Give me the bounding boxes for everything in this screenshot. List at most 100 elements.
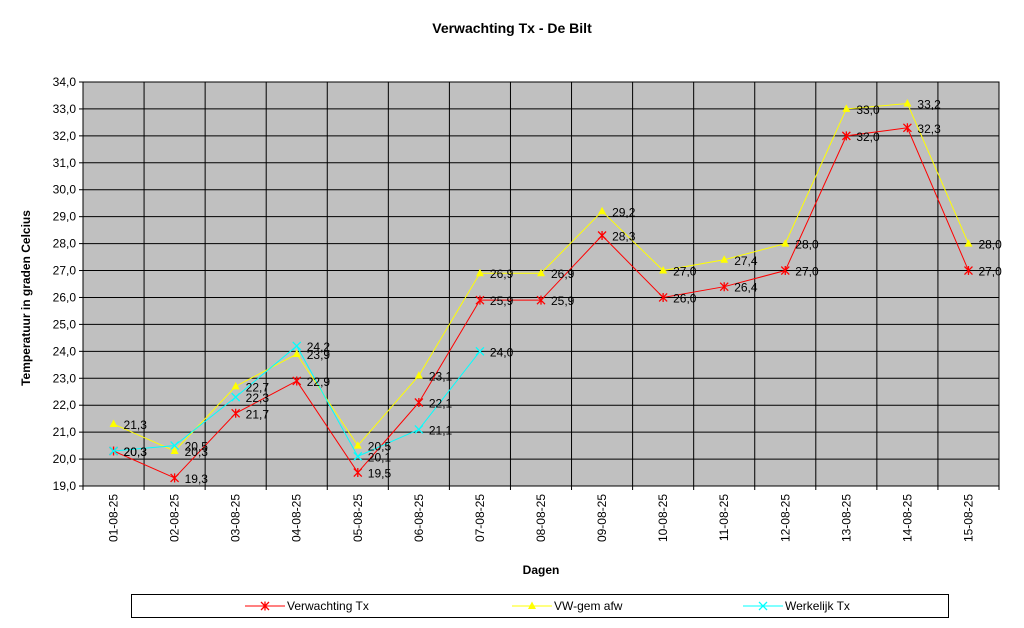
- y-tick-label: 27,0: [53, 264, 77, 278]
- x-tick-label: 11-08-25: [717, 494, 731, 541]
- data-label: 19,3: [185, 472, 209, 486]
- data-label: 29,2: [612, 205, 636, 219]
- data-point: [170, 446, 179, 454]
- x-tick-label: 05-08-25: [351, 494, 365, 542]
- x-tick-label: 07-08-25: [473, 494, 487, 542]
- legend-entry: Werkelijk Tx: [743, 595, 850, 617]
- legend-label: Verwachting Tx: [287, 599, 369, 613]
- data-label: 27,0: [795, 265, 819, 279]
- data-point: [720, 255, 729, 263]
- data-point: [292, 341, 302, 351]
- legend-swatch: [512, 601, 552, 609]
- data-label: 22,1: [429, 397, 453, 411]
- legend-swatch-marker: [758, 601, 768, 611]
- data-point: [109, 446, 118, 456]
- data-label: 20,5: [368, 440, 392, 454]
- data-point: [659, 266, 668, 274]
- legend-entry: Verwachting Tx: [245, 595, 369, 617]
- data-point: [353, 451, 363, 461]
- data-label: 32,0: [856, 130, 880, 144]
- data-point: [353, 441, 362, 449]
- legend-entry: VW-gem afw: [512, 595, 622, 617]
- data-label: 33,2: [917, 98, 941, 112]
- data-label: 24,0: [490, 345, 514, 359]
- data-point: [781, 239, 790, 247]
- data-point: [719, 282, 729, 292]
- data-point: [231, 408, 241, 418]
- x-tick-label: 04-08-25: [290, 494, 304, 542]
- data-label: 22,9: [307, 375, 331, 389]
- data-point: [964, 266, 973, 276]
- data-label: 24,2: [307, 340, 331, 354]
- x-tick-label: 06-08-25: [412, 494, 426, 542]
- data-label: 20,1: [368, 450, 392, 464]
- data-label: 25,9: [490, 294, 514, 308]
- data-label: 26,0: [673, 291, 697, 305]
- chart-title: Verwachting Tx - De Bilt: [432, 20, 592, 36]
- y-tick-label: 23,0: [53, 371, 77, 385]
- data-label: 27,0: [673, 265, 697, 279]
- y-tick-label: 28,0: [53, 237, 77, 251]
- data-point: [414, 424, 424, 434]
- y-tick-label: 33,0: [53, 102, 77, 116]
- data-point: [842, 104, 851, 112]
- y-tick-label: 29,0: [53, 210, 77, 224]
- data-label: 32,3: [917, 122, 941, 136]
- data-label: 27,4: [734, 254, 758, 268]
- data-point: [902, 123, 912, 133]
- legend-swatch: [245, 601, 285, 611]
- data-point: [598, 206, 607, 215]
- data-label: 27,0: [978, 265, 1002, 279]
- data-point: [475, 295, 485, 305]
- data-label: 28,0: [978, 238, 1002, 252]
- legend-swatch: [743, 601, 783, 611]
- data-point: [353, 468, 363, 478]
- data-point: [536, 295, 546, 305]
- y-tick-label: 31,0: [53, 156, 77, 170]
- data-point: [964, 239, 973, 247]
- data-label: 20,3: [124, 445, 148, 459]
- y-tick-label: 26,0: [53, 290, 77, 304]
- x-tick-label: 09-08-25: [595, 494, 609, 542]
- data-label: 26,9: [490, 267, 514, 281]
- data-label: 21,3: [124, 418, 148, 432]
- legend-label: Werkelijk Tx: [785, 599, 850, 613]
- y-tick-label: 22,0: [53, 398, 77, 412]
- data-label: 20,3: [185, 445, 209, 459]
- x-tick-label: 08-08-25: [534, 494, 548, 542]
- data-point: [414, 371, 423, 379]
- y-tick-label: 30,0: [53, 183, 77, 197]
- y-tick-label: 20,0: [53, 452, 77, 466]
- data-point: [292, 376, 302, 386]
- legend-swatch-marker: [528, 601, 536, 609]
- data-label: 19,5: [368, 467, 392, 481]
- data-label: 26,4: [734, 281, 758, 295]
- data-point: [841, 131, 851, 141]
- data-point: [231, 392, 241, 402]
- x-tick-label: 10-08-25: [656, 494, 670, 542]
- x-tick-label: 12-08-25: [778, 494, 792, 542]
- data-label: 20,3: [124, 445, 148, 459]
- data-label: 28,3: [612, 230, 636, 244]
- x-tick-label: 03-08-25: [229, 494, 243, 542]
- data-label: 22,7: [246, 380, 270, 394]
- data-point: [231, 381, 240, 390]
- data-label: 23,1: [429, 370, 453, 384]
- data-point: [414, 398, 424, 408]
- legend-swatch-marker: [260, 601, 270, 611]
- y-tick-label: 25,0: [53, 317, 77, 331]
- x-tick-label: 01-08-25: [107, 494, 121, 542]
- x-tick-label: 15-08-25: [961, 494, 975, 542]
- data-point: [109, 419, 118, 428]
- x-tick-label: 13-08-25: [839, 494, 853, 542]
- data-point: [170, 473, 180, 483]
- x-tick-label: 14-08-25: [900, 494, 914, 542]
- data-label: 26,9: [551, 267, 575, 281]
- x-axis-label: Dagen: [523, 563, 560, 577]
- data-point: [658, 292, 668, 302]
- data-label: 21,7: [246, 407, 270, 421]
- data-label: 22,3: [246, 391, 270, 405]
- data-point: [903, 99, 912, 107]
- y-tick-label: 34,0: [53, 75, 77, 89]
- x-tick-label: 02-08-25: [168, 494, 182, 542]
